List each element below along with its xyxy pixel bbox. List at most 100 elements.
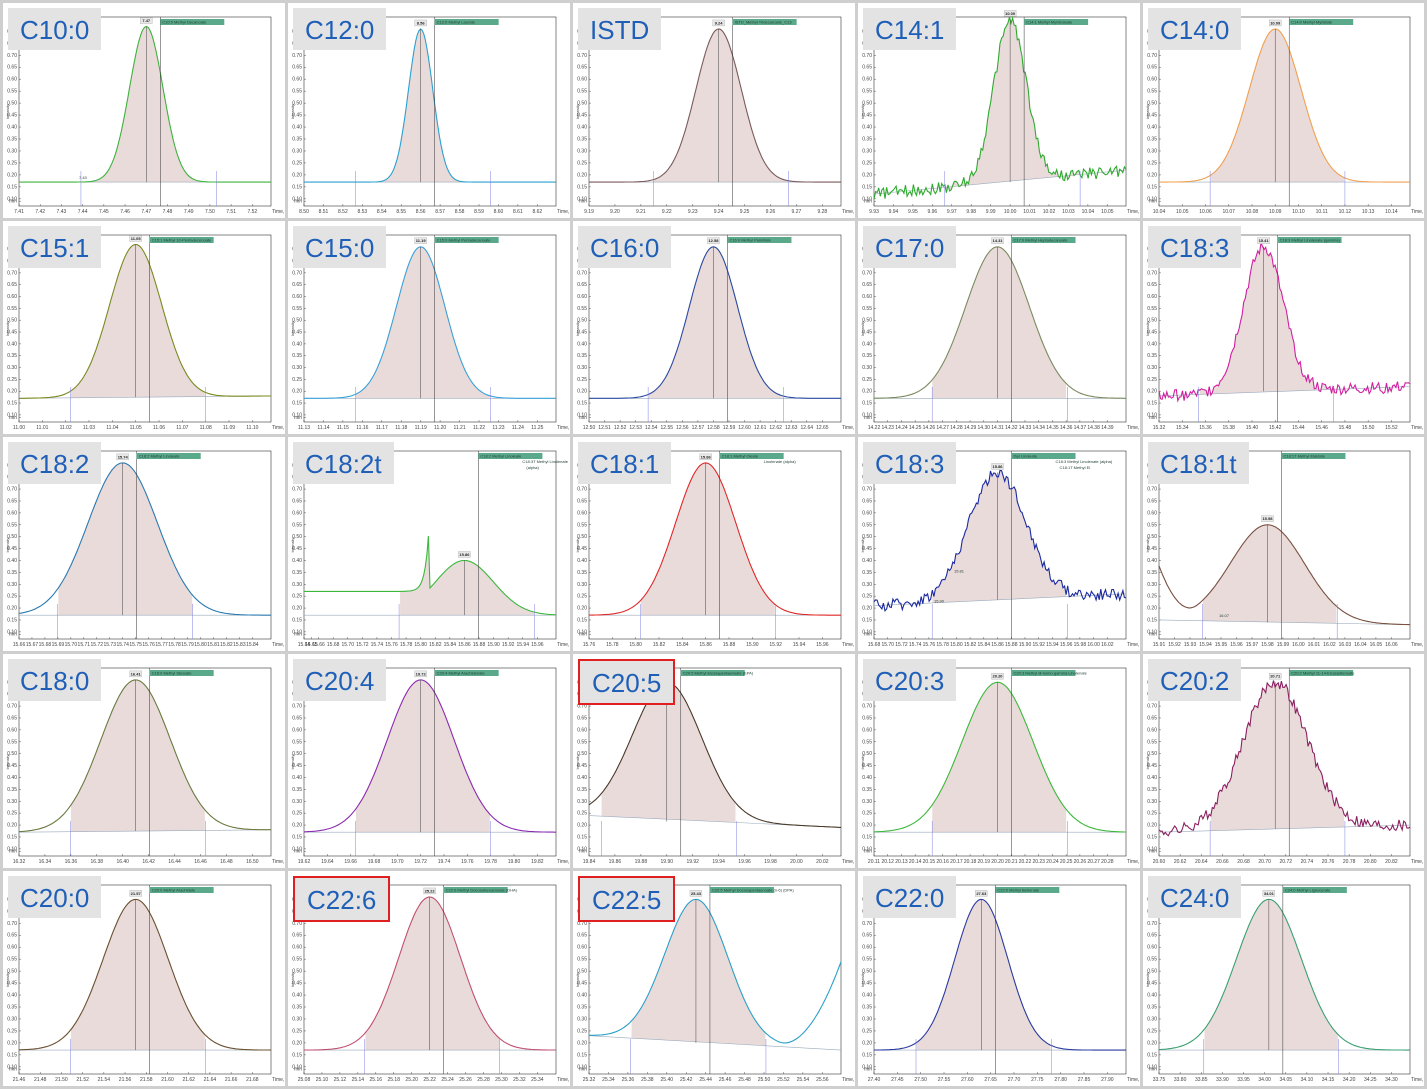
x-tick-label: 16.36: [65, 859, 78, 865]
panel-title: C14:1: [863, 8, 957, 50]
apex-label: 25.43: [691, 891, 702, 896]
x-tick-label: 16.40: [116, 859, 129, 865]
x-tick-label: 7.44: [78, 209, 88, 215]
x-tick-label: 14.28: [950, 425, 963, 431]
y-tick-label: 0.25: [1147, 1028, 1157, 1034]
x-tick-label: 11.02: [60, 425, 72, 431]
y-tick-label: 0.35: [577, 1005, 587, 1011]
compound-tag: C17:0 Methyl Heptadecanoate: [1014, 238, 1069, 243]
y-tick-label: 0.45: [292, 113, 302, 119]
x-tick-label: 11.16: [356, 425, 368, 431]
y-tick-label: 0.50: [7, 751, 17, 757]
x-tick-label: 19.90: [661, 859, 674, 865]
y-tick-label: 0.70: [1147, 270, 1157, 276]
y-tick-label: 0.55: [577, 957, 587, 963]
y-axis-label: Intensity: [1145, 755, 1150, 770]
series-line: [589, 246, 841, 399]
y-tick-label: 0.70: [292, 487, 302, 493]
chromatogram-panel: 0.800.750.700.650.600.550.500.450.400.35…: [573, 221, 855, 434]
y-tick-label: 0.55: [292, 739, 302, 745]
panel-title: C20:4: [293, 659, 387, 701]
y-tick-label: 0.50: [1147, 318, 1157, 324]
x-tick-label: 11.10: [246, 425, 258, 431]
y-axis-label: Intensity: [1145, 538, 1150, 553]
y-tick-label: min: [9, 632, 17, 638]
x-tick-label: 15.90: [1019, 642, 1032, 648]
y-tick-label: 0.65: [577, 933, 587, 939]
x-tick-label: 15.77: [155, 642, 168, 648]
peak-area: [653, 28, 788, 183]
series-line: [304, 896, 556, 1051]
series-line: [873, 681, 1126, 833]
compound-tag: C18:2 Methyl Linoleate: [139, 454, 181, 459]
y-tick-label: 0.40: [577, 558, 587, 564]
x-tick-label: 7.46: [120, 209, 130, 215]
y-tick-label: 0.45: [862, 981, 872, 987]
y-tick-label: 0.10: [292, 629, 302, 635]
y-tick-label: 0.70: [1147, 704, 1157, 710]
x-tick-label: 19.62: [298, 859, 311, 865]
y-tick-label: 0.40: [1147, 775, 1157, 781]
y-tick-label: 0.15: [1147, 401, 1157, 407]
x-tick-label: 15.82: [964, 642, 977, 648]
y-tick-label: 0.30: [7, 148, 17, 154]
apex-label: 34.01: [1264, 891, 1275, 896]
y-tick-label: 0.65: [1147, 715, 1157, 721]
y-tick-label: 0.50: [1147, 751, 1157, 757]
x-tick-label: 25.48: [738, 1077, 751, 1083]
y-tick-label: 0.55: [292, 89, 302, 95]
x-tick-label: 19.76: [461, 859, 474, 865]
plot-frame: [873, 234, 1127, 423]
y-tick-label: 0.50: [862, 318, 872, 324]
x-tick-label: 19.88: [635, 859, 648, 865]
y-tick-label: 0.65: [292, 933, 302, 939]
plot-frame: [588, 884, 842, 1075]
y-tick-label: 0.10: [292, 1064, 302, 1070]
y-axis-label: Intensity: [860, 972, 865, 987]
y-tick-label: 0.70: [577, 921, 587, 927]
y-axis-label: Intensity: [290, 104, 295, 119]
baseline: [588, 1035, 842, 1051]
apex-label: 27.63: [976, 891, 987, 896]
x-tick-label: 11.18: [395, 425, 407, 431]
x-tick-label: 33.75: [1153, 1077, 1166, 1083]
y-tick-label: 0.70: [7, 704, 17, 710]
x-axis-label: Time, min: [1411, 859, 1424, 865]
x-tick-label: 11.22: [473, 425, 485, 431]
series-line: [1158, 898, 1410, 1051]
x-tick-label: 20.17: [950, 859, 963, 865]
x-axis-label: Time, min: [272, 1077, 285, 1083]
y-tick-label: 0.25: [577, 594, 587, 600]
peak-area: [631, 899, 766, 1046]
x-tick-label: 20.68: [1237, 859, 1250, 865]
peak-area: [601, 682, 736, 823]
panel-title: C20:2: [1148, 659, 1242, 701]
y-tick-label: min: [9, 1067, 17, 1073]
y-tick-label: 0.35: [577, 570, 587, 576]
chart-svg: 0.800.750.700.650.600.550.500.450.400.35…: [1145, 667, 1424, 865]
x-tick-label: 11.03: [83, 425, 95, 431]
y-tick-label: 0.65: [1147, 498, 1157, 504]
y-tick-label: 0.60: [292, 294, 302, 300]
x-tick-label: 19.78: [484, 859, 497, 865]
y-tick-label: 0.30: [862, 799, 872, 805]
y-axis-label: Intensity: [575, 538, 580, 553]
baseline: [1158, 619, 1411, 626]
y-tick-label: 0.40: [577, 993, 587, 999]
x-tick-label: 9.22: [662, 209, 672, 215]
y-tick-label: 0.65: [1147, 933, 1157, 939]
y-tick-label: 0.55: [1147, 957, 1157, 963]
chart-svg: 0.800.750.700.650.600.550.500.450.400.35…: [290, 234, 570, 431]
y-tick-label: 0.15: [577, 1052, 587, 1058]
y-tick-label: 0.60: [7, 510, 17, 516]
chromatogram-panel: 0.800.750.700.650.600.550.500.450.400.35…: [1143, 221, 1424, 434]
y-tick-label: 0.10: [292, 846, 302, 852]
y-axis-label: Intensity: [575, 104, 580, 119]
x-tick-label: 21.48: [34, 1077, 47, 1083]
x-tick-label: 25.22: [423, 1077, 436, 1083]
y-tick-label: min: [864, 632, 872, 638]
peak-area: [1210, 680, 1345, 831]
chart-svg: 0.800.750.700.650.600.550.500.450.400.35…: [1145, 234, 1424, 431]
y-tick-label: 0.50: [7, 101, 17, 107]
y-tick-label: 0.55: [1147, 89, 1157, 95]
